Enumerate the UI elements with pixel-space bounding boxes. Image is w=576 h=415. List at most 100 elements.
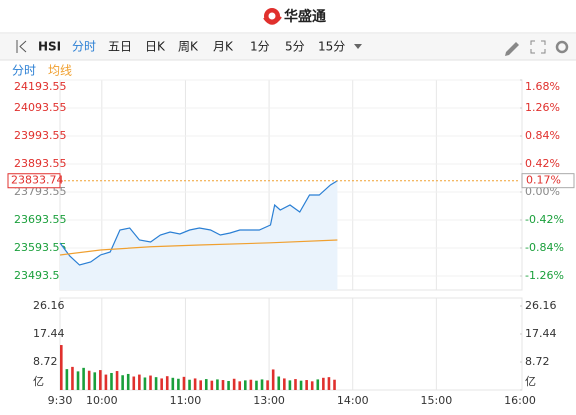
expand-icon[interactable] (530, 40, 546, 54)
volume-bar (204, 379, 208, 390)
volume-bar (76, 371, 80, 390)
volume-tick-label: 亿 (33, 375, 44, 388)
y2-tick-label: -0.84% (525, 241, 564, 254)
period-tab[interactable]: 周K (178, 40, 199, 54)
volume-bar (154, 377, 158, 390)
volume-bar (238, 381, 242, 390)
volume-bar (110, 372, 113, 390)
period-tab[interactable]: 5分 (285, 40, 305, 54)
volume-bar (82, 367, 85, 390)
volume-bar (143, 377, 147, 390)
volume-tick-label: 26.16 (33, 299, 65, 312)
volume-bar (216, 379, 219, 390)
current-change-label: 0.17% (526, 174, 561, 187)
volume-bar (171, 377, 175, 390)
volume-bar (283, 378, 286, 390)
volume-tick-label-right: 26.16 (525, 299, 557, 312)
volume-bar (210, 380, 214, 390)
volume-tick-label-right: 17.44 (525, 327, 557, 340)
toolbar (0, 34, 576, 60)
volume-bar (121, 375, 124, 390)
volume-bar (182, 376, 186, 390)
volume-bar (71, 366, 74, 390)
y-tick-label: 23493.55 (14, 269, 67, 282)
volume-bar (138, 374, 141, 390)
volume-bar (271, 369, 275, 390)
period-tab[interactable]: 日K (145, 40, 166, 54)
period-tab[interactable]: 1分 (250, 40, 270, 54)
volume-bar (333, 379, 336, 390)
y2-tick-label: 0.42% (525, 157, 560, 170)
volume-tick-label-right: 8.72 (525, 355, 550, 368)
current-change-box (521, 173, 575, 189)
y-tick-label: 23693.55 (14, 213, 67, 226)
volume-bar (266, 380, 269, 390)
y2-tick-label: -0.42% (525, 213, 564, 226)
y2-tick-label: 0.00% (525, 185, 560, 198)
period-tab[interactable]: 15分 (318, 40, 345, 54)
volume-bar (244, 380, 247, 390)
collapse-icon[interactable] (16, 40, 27, 53)
y-tick-label: 23993.55 (14, 129, 67, 142)
price-area (60, 180, 338, 290)
y-tick-label: 23793.55 (14, 185, 67, 198)
period-tab[interactable]: 五日 (108, 40, 132, 54)
volume-bar (327, 377, 331, 390)
dropdown-arrow[interactable] (354, 44, 362, 49)
header-bar (0, 0, 576, 33)
x-tick-label: 16:00 (504, 394, 536, 407)
volume-bar (322, 377, 325, 390)
volume-bar (277, 376, 281, 390)
current-price-box (7, 173, 61, 189)
symbol: HSI (38, 40, 61, 54)
volume-bar (316, 379, 320, 390)
legend-entry[interactable]: 分时 (12, 64, 36, 78)
current-price-label: 23833.74 (11, 174, 64, 187)
volume-bar (60, 345, 63, 390)
volume-tick-label: 17.44 (33, 327, 65, 340)
y-tick-label: 24093.55 (14, 101, 67, 114)
period-tab[interactable]: 月K (213, 40, 234, 54)
y-tick-label: 24193.55 (14, 80, 67, 93)
period-tab[interactable]: 分时 (72, 40, 96, 54)
volume-bar (115, 371, 119, 390)
volume-bar (305, 380, 308, 390)
brand-name: 华盛通 (284, 8, 326, 25)
volume-bar (232, 378, 236, 390)
volume-bar (299, 380, 303, 390)
volume-bar (188, 379, 191, 390)
y2-tick-label: 1.26% (525, 101, 560, 114)
volume-bar (160, 378, 163, 390)
x-tick-label: 9:30 (48, 394, 73, 407)
volume-bar (221, 380, 225, 390)
volume-tick-label-right: 亿 (525, 375, 536, 388)
volume-bar (149, 375, 152, 390)
x-tick-label: 10:00 (86, 394, 118, 407)
volume-bar (310, 381, 314, 390)
x-tick-label: 15:00 (421, 394, 453, 407)
y2-tick-label: 1.68% (525, 80, 560, 93)
average-line (59, 239, 338, 256)
volume-bar (165, 376, 169, 390)
volume-tick-label: 8.72 (33, 355, 58, 368)
volume-bar (260, 379, 264, 390)
x-tick-label: 14:00 (337, 394, 369, 407)
volume-bar (288, 380, 292, 390)
volume-bar (255, 380, 258, 390)
volume-bar (132, 376, 136, 390)
volume-bar (177, 378, 180, 390)
y2-tick-label: 0.84% (525, 129, 560, 142)
volume-bar (227, 381, 230, 390)
settings-icon[interactable] (555, 40, 569, 54)
brand-logo (263, 8, 282, 25)
y-tick-label: 23593.55 (14, 241, 67, 254)
y-tick-label: 23893.55 (14, 157, 67, 170)
legend-entry[interactable]: 均线 (48, 64, 72, 78)
x-tick-label: 13:00 (253, 394, 285, 407)
volume-bar (104, 374, 108, 390)
x-tick-label: 11:00 (170, 394, 202, 407)
volume-bar (199, 380, 202, 390)
draw-icon[interactable] (505, 42, 519, 56)
volume-bar (93, 372, 97, 390)
